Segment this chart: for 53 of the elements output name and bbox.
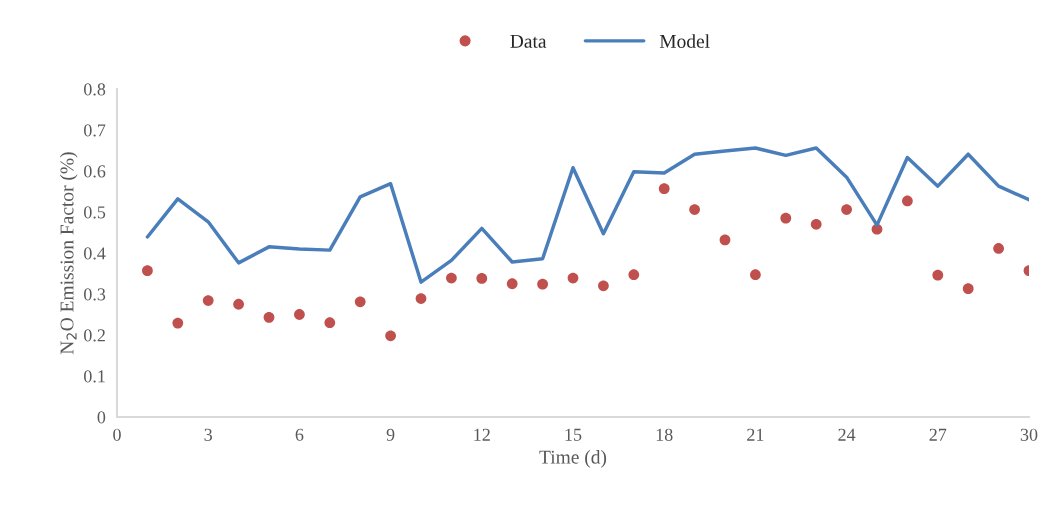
y-tick-label: 0.5 [84,206,106,219]
point [962,283,974,295]
y-tick-label: 0.6 [84,165,106,178]
x-tick-label: 18 [656,428,673,441]
point [658,183,670,195]
point [506,278,518,290]
x-tick-label: 0 [113,428,121,441]
y-tick-label: 0 [97,411,106,424]
point [780,212,792,224]
y-tick-label: 0.4 [84,247,106,260]
legend-label: Data [510,34,547,48]
x-tick-label: 24 [838,428,856,441]
y-tick-label: 0.7 [84,124,106,137]
point [537,278,548,290]
point [324,317,336,329]
point [689,204,700,215]
legend-label: Model [659,34,710,48]
x-tick-label: 21 [747,428,764,441]
point [841,204,852,215]
y-tick-label: 0.2 [84,329,105,342]
y-tick-label: 0.1 [84,370,105,383]
line-series [145,146,1029,284]
point [172,317,184,329]
y-axis-title: N$_{2}$O Emission Factor (%) [59,152,78,355]
point [902,195,913,207]
x-tick-label: 15 [565,428,582,441]
point [385,330,396,342]
point [233,298,244,310]
point [628,269,640,281]
point [932,269,944,281]
x-tick-label: 9 [386,428,395,441]
point [993,243,1004,254]
point [142,265,153,277]
point [476,273,488,284]
point [810,218,822,230]
y-tick-label: 0.3 [84,288,106,301]
x-tick-label: 27 [929,428,947,441]
y-tick-label: 0.8 [84,83,106,96]
point [354,296,366,308]
point [598,280,609,292]
x-tick-label: 30 [1020,428,1038,441]
point [263,311,275,323]
x-axis-title: Time (d) [539,450,607,468]
point [567,272,579,284]
x-tick-label: 12 [474,428,490,441]
point [719,234,731,246]
point [202,295,214,306]
point [750,269,761,281]
x-tick-label: 6 [295,428,304,441]
x-tick-label: 3 [204,428,213,441]
point [446,272,457,284]
point [294,309,305,320]
point [415,293,427,304]
